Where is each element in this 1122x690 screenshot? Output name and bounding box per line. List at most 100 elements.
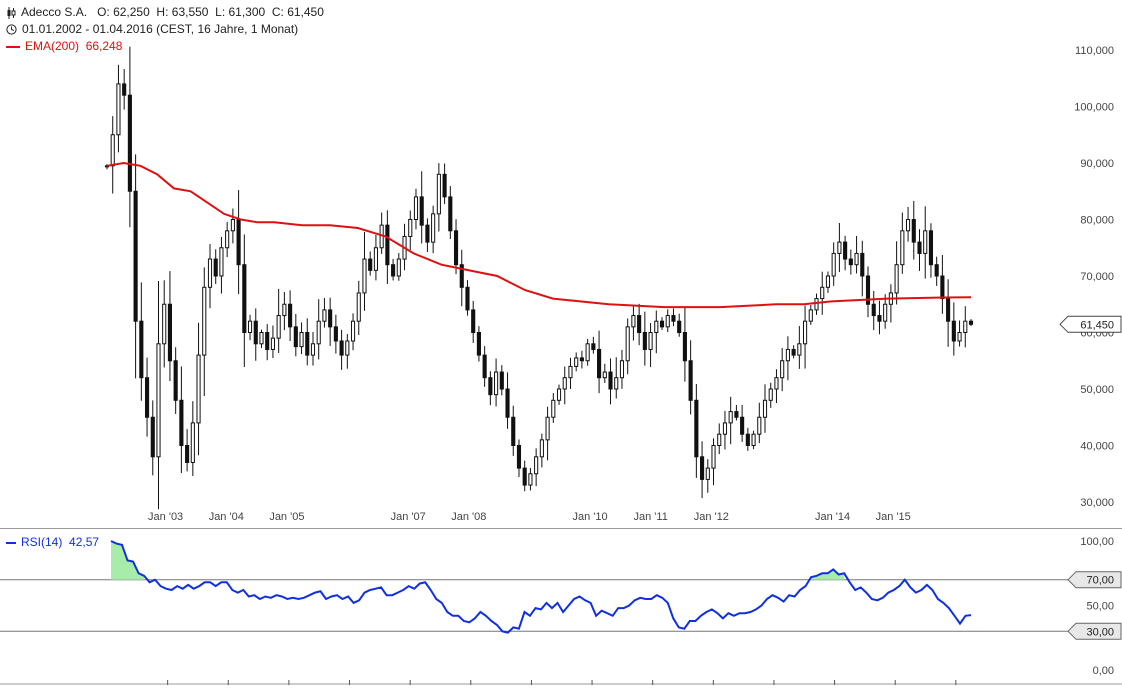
candle-body [442,173,447,198]
candle-body [333,326,338,342]
rsi-level-label: 30,00 [1086,626,1114,638]
candle-body [282,303,287,317]
candle-body [259,332,264,345]
candle-body [534,456,539,475]
candle-body [574,357,579,367]
x-tick-label: Jan '14 [815,511,850,523]
rsi-label: RSI(14) [21,535,63,549]
candle-body [820,286,825,300]
candle-body [963,320,968,334]
candle-body [614,377,619,390]
candle-body [625,326,630,362]
candle-body [619,360,625,379]
candle-body [299,332,304,348]
ema-value: 66,248 [85,39,123,53]
candle-body [539,439,544,458]
rsi-value: 42,57 [69,535,100,549]
candle-body [740,416,745,435]
candle-body [717,433,722,447]
candle-body [831,252,836,277]
price-y-tick-label: 30,000 [1080,497,1114,509]
candle-body [144,377,150,418]
header-rsi-row: RSI(14) 42,57 [6,535,99,549]
candle-body [608,371,613,390]
rsi-layer [110,540,972,634]
candle-body [305,332,310,356]
candle-body [213,258,218,277]
price-y-tick-label: 90,000 [1080,158,1114,170]
header-ema-row: EMA(200) 66,248 [6,39,122,53]
candle-body [253,320,258,345]
candle-body [230,219,235,232]
candle-body [659,320,665,328]
candle-body [877,315,882,322]
ema-line [106,161,972,309]
candle-body [368,258,373,271]
candle-body [356,292,361,322]
candle-body [957,332,962,342]
x-tick-label: Jan '08 [451,511,486,523]
candle-body [551,399,556,418]
rsi-y-tick-label: 50,00 [1086,601,1114,613]
candle-body [871,303,876,317]
candle-body [923,230,928,254]
rsi-overbought-fill [111,541,145,580]
candle-body [162,303,167,345]
candle-body [545,416,550,441]
candle-body [413,196,419,220]
candle-body [602,371,607,379]
price-y-tick-label: 50,000 [1080,384,1114,396]
candlestick-icon [7,6,16,19]
candle-body [671,315,676,322]
candle-body [642,332,647,350]
candle-body [122,83,127,96]
candle-body [373,247,378,271]
candle-body [310,343,316,356]
price-y-tick-label: 100,000 [1074,102,1114,114]
candle-body [345,340,350,356]
clock-icon [6,24,17,35]
candle-body [728,411,733,424]
candle-body [202,286,207,356]
candle-body [785,348,790,362]
candle-body [156,343,161,458]
candle-body [328,309,333,328]
candle-body [940,275,945,300]
candle-body [362,258,367,294]
candle-body [385,224,390,266]
x-tick-label: Jan '15 [876,511,911,523]
candle-body [854,252,859,266]
candle-body [751,433,756,447]
symbol-name: Adecco S.A. [21,5,88,19]
candle-body [270,337,275,350]
candle-body [288,303,293,328]
last-price-tag [1059,315,1122,333]
last-price-label: 61,450 [1080,319,1114,331]
candle-body [579,357,584,362]
price-y-tick-label: 70,000 [1080,271,1114,283]
x-tick-label: Jan '05 [269,511,304,523]
candle-body [968,320,974,325]
rsi-level-label: 70,00 [1086,575,1114,587]
candle-body [637,315,642,333]
candle-body [196,354,201,424]
header-symbol-row: Adecco S.A. O: 62,250 H: 63,550 L: 61,30… [6,5,324,19]
candle-body [494,371,499,396]
candle-body [951,320,956,342]
candle-body [219,247,224,277]
candle-body [179,399,184,446]
candle-body [207,258,213,288]
candle-body [585,343,590,362]
candle-body [848,258,853,266]
candle-body [482,354,487,379]
candle-body [322,309,327,322]
rsi-y-tick-label: 100,00 [1080,536,1114,548]
candle-body [476,332,481,356]
candle-body [745,433,750,447]
candle-body [408,219,413,237]
candle-body [860,252,865,277]
candle-body [425,224,430,243]
candle-body [276,315,281,339]
x-tick-label: Jan '12 [694,511,729,523]
